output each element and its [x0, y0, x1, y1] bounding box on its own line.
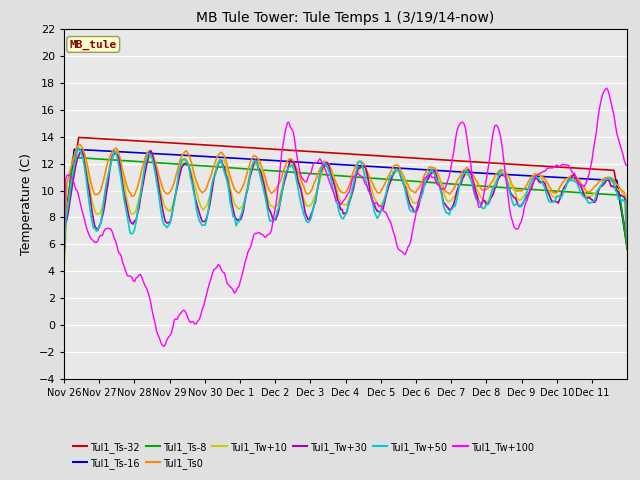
Tul1_Tw+100 [160, 344, 168, 349]
Tul1_Tw+100 [463, 135, 471, 141]
Tul1_Tw+50 [623, 240, 631, 246]
Legend: Tul1_Ts-32, Tul1_Ts-16, Tul1_Ts-8, Tul1_Ts0, Tul1_Tw+10, Tul1_Tw+30, Tul1_Tw+50,: Tul1_Ts-32, Tul1_Ts-16, Tul1_Ts-8, Tul1_… [69, 438, 538, 472]
Tul1_Ts0 [76, 142, 84, 147]
Tul1_Ts-8 [547, 188, 555, 193]
Line: Tul1_Tw+10: Tul1_Tw+10 [64, 151, 627, 270]
Tul1_Tw+30 [97, 220, 104, 226]
Tul1_Ts-32 [351, 152, 359, 157]
Tul1_Tw+30 [147, 148, 155, 154]
Tul1_Tw+100 [622, 162, 630, 168]
Tul1_Tw+100 [603, 85, 611, 91]
Tul1_Ts-32 [99, 136, 106, 142]
Tul1_Ts-8 [623, 247, 631, 252]
Tul1_Ts-8 [60, 238, 68, 244]
Tul1_Ts-16 [547, 174, 555, 180]
Tul1_Ts-16 [70, 146, 78, 152]
Tul1_Tw+50 [351, 172, 359, 178]
Tul1_Tw+50 [620, 199, 628, 204]
Tul1_Ts-16 [81, 147, 88, 153]
Tul1_Tw+100 [623, 163, 631, 168]
Tul1_Ts-32 [75, 134, 83, 140]
Tul1_Tw+30 [463, 168, 471, 174]
Tul1_Ts0 [623, 243, 631, 249]
Tul1_Tw+10 [60, 267, 68, 273]
Line: Tul1_Ts0: Tul1_Ts0 [64, 144, 627, 246]
Tul1_Ts0 [463, 165, 471, 170]
Tul1_Tw+10 [623, 225, 631, 231]
Tul1_Tw+50 [547, 199, 555, 205]
Tul1_Ts0 [81, 151, 88, 157]
Tul1_Ts-16 [620, 226, 628, 232]
Tul1_Ts-8 [351, 174, 359, 180]
Tul1_Ts-32 [620, 222, 628, 228]
Tul1_Tw+10 [111, 148, 119, 154]
Tul1_Ts-8 [81, 155, 88, 161]
Tul1_Ts-32 [623, 238, 631, 243]
Tul1_Ts-16 [463, 169, 471, 175]
Tul1_Ts0 [60, 240, 68, 246]
Line: Tul1_Tw+30: Tul1_Tw+30 [64, 151, 627, 258]
Tul1_Ts-16 [99, 148, 106, 154]
Line: Tul1_Ts-8: Tul1_Ts-8 [64, 157, 627, 250]
Tul1_Tw+10 [463, 172, 471, 178]
Tul1_Ts0 [620, 189, 628, 195]
Tul1_Ts-16 [351, 163, 359, 168]
Tul1_Ts-32 [547, 164, 555, 169]
Tul1_Ts0 [351, 165, 359, 170]
Title: MB Tule Tower: Tule Temps 1 (3/19/14-now): MB Tule Tower: Tule Temps 1 (3/19/14-now… [196, 11, 495, 25]
Tul1_Ts-8 [99, 156, 106, 162]
Tul1_Tw+10 [620, 192, 628, 197]
Tul1_Ts-8 [620, 225, 628, 231]
Tul1_Tw+10 [97, 209, 104, 215]
Tul1_Ts-16 [60, 228, 68, 234]
Tul1_Tw+10 [79, 152, 87, 157]
Y-axis label: Temperature (C): Temperature (C) [20, 153, 33, 255]
Tul1_Tw+30 [60, 255, 68, 261]
Tul1_Ts-16 [623, 245, 631, 251]
Tul1_Ts0 [99, 182, 106, 188]
Tul1_Tw+50 [81, 165, 88, 171]
Tul1_Tw+50 [75, 145, 83, 151]
Tul1_Ts-32 [463, 158, 471, 164]
Tul1_Ts-8 [463, 182, 471, 188]
Tul1_Tw+30 [547, 196, 555, 202]
Tul1_Tw+100 [60, 251, 68, 256]
Line: Tul1_Ts-32: Tul1_Ts-32 [64, 137, 627, 240]
Tul1_Tw+100 [97, 232, 104, 238]
Tul1_Tw+100 [547, 165, 555, 171]
Tul1_Ts-8 [69, 155, 77, 160]
Tul1_Tw+10 [351, 178, 359, 184]
Line: Tul1_Tw+100: Tul1_Tw+100 [64, 88, 627, 347]
Tul1_Tw+10 [547, 191, 555, 197]
Tul1_Tw+30 [620, 194, 628, 200]
Line: Tul1_Tw+50: Tul1_Tw+50 [64, 148, 627, 260]
Tul1_Ts-32 [60, 228, 68, 234]
Text: MB_tule: MB_tule [70, 39, 117, 49]
Tul1_Tw+50 [60, 257, 68, 263]
Tul1_Tw+30 [623, 240, 631, 246]
Tul1_Tw+100 [79, 211, 87, 217]
Tul1_Tw+50 [463, 168, 471, 173]
Tul1_Tw+30 [351, 177, 359, 182]
Tul1_Tw+30 [79, 151, 87, 157]
Tul1_Tw+50 [99, 211, 106, 216]
Tul1_Ts-32 [81, 135, 88, 141]
Line: Tul1_Ts-16: Tul1_Ts-16 [64, 149, 627, 248]
Tul1_Ts0 [547, 186, 555, 192]
Tul1_Tw+100 [351, 173, 359, 179]
